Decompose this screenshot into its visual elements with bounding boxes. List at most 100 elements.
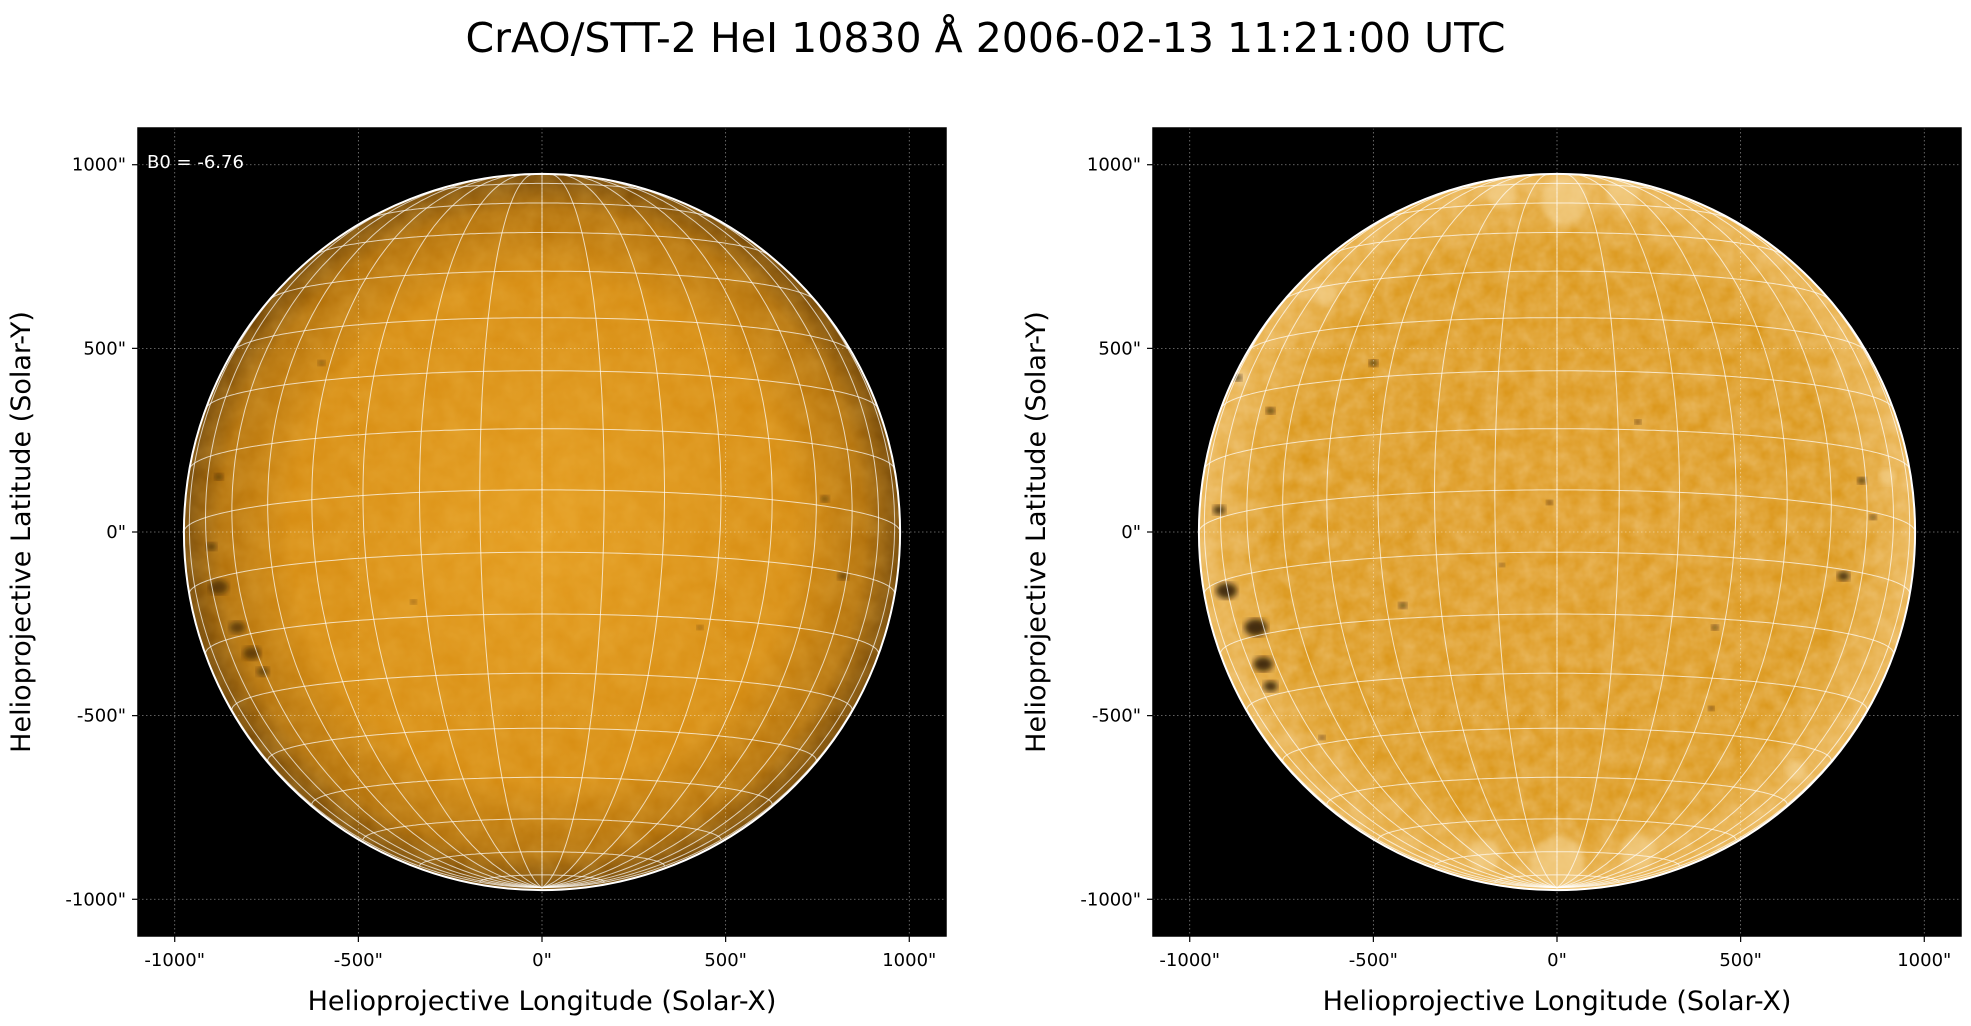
x-tick-label: -1000" xyxy=(1159,950,1220,971)
y-axis-label: Helioprojective Latitude (Solar-Y) xyxy=(6,311,37,753)
meridian-line xyxy=(188,236,543,889)
plot-area xyxy=(1153,128,1961,936)
dark-filament xyxy=(1634,419,1641,425)
meridian-line xyxy=(1326,175,1558,889)
parallel-line xyxy=(1441,182,1673,194)
dark-filament xyxy=(243,646,261,660)
y-tick-label: 1000" xyxy=(72,155,126,176)
meridian-line xyxy=(541,173,665,889)
meridian-line xyxy=(1556,177,1832,889)
parallel-line xyxy=(1220,370,1894,409)
parallel-line xyxy=(1283,270,1831,301)
parallel-line xyxy=(1381,202,1733,221)
meridian-line xyxy=(1556,174,1737,889)
parallel-line xyxy=(183,489,901,533)
y-tick-label: -500" xyxy=(77,706,126,727)
dark-filament xyxy=(820,495,830,503)
meridian-line xyxy=(1556,236,1911,889)
bright-region xyxy=(1879,468,1896,486)
dark-filament xyxy=(410,599,417,605)
dark-filament xyxy=(1215,582,1238,599)
meridian-line xyxy=(1556,175,1788,889)
x-tick-label: 500" xyxy=(704,950,747,971)
x-tick-label: 0" xyxy=(1547,950,1567,971)
solar-limb xyxy=(1197,172,1917,892)
parallel-line xyxy=(419,851,665,867)
parallel-line xyxy=(426,182,658,194)
meridian-line xyxy=(311,175,543,889)
y-tick-label: -500" xyxy=(1092,706,1141,727)
meridian-line xyxy=(362,174,543,889)
dark-filament xyxy=(214,473,224,481)
figure-title: CrAO/STT-2 HeI 10830 Å 2006-02-13 11:21:… xyxy=(465,14,1506,62)
y-axis-label: Helioprojective Latitude (Solar-Y) xyxy=(1021,311,1052,753)
parallel-line xyxy=(1198,489,1916,533)
dark-filament xyxy=(206,542,217,551)
dark-filament xyxy=(1266,407,1275,415)
dark-filament xyxy=(209,579,229,595)
meridian-line xyxy=(419,173,543,889)
bright-region xyxy=(1540,177,1588,225)
parallel-line xyxy=(1377,818,1737,840)
x-tick-label: -1000" xyxy=(144,950,205,971)
parallel-line xyxy=(1220,613,1894,654)
meridian-line xyxy=(1377,174,1558,889)
meridian-line xyxy=(541,236,896,889)
parallel-line xyxy=(479,874,605,883)
dark-filament xyxy=(696,625,704,630)
bright-region xyxy=(1467,838,1500,872)
meridian-line xyxy=(541,173,605,889)
parallel-line xyxy=(1247,317,1867,352)
meridian-line xyxy=(1434,173,1558,889)
x-tick-label: -500" xyxy=(334,950,383,971)
dark-filament xyxy=(256,666,270,677)
meridian-line xyxy=(1556,173,1620,889)
y-tick-label: 500" xyxy=(83,338,126,359)
dark-filament xyxy=(1546,500,1553,505)
right-panel: -1000" -500" 0" 500" 1000" 1000" 500" 0" -500" -1… xyxy=(1021,127,1962,1017)
y-tick-label: 1000" xyxy=(1087,155,1141,176)
dark-filament xyxy=(1711,624,1719,631)
x-axis-label: Helioprojective Longitude (Solar-X) xyxy=(308,986,777,1017)
meridian-line xyxy=(541,175,773,889)
parallel-line xyxy=(1434,851,1680,867)
solar-limb xyxy=(182,172,902,892)
b0-annotation: B0 = -6.76 xyxy=(147,152,244,173)
parallel-line xyxy=(1494,874,1620,883)
x-tick-label: 1000" xyxy=(1897,950,1951,971)
meridian-line xyxy=(541,174,722,889)
dark-filament xyxy=(1318,735,1326,740)
plot-area xyxy=(138,128,946,936)
y-tick-label: 0" xyxy=(106,522,126,543)
parallel-line xyxy=(205,370,879,409)
parallel-line xyxy=(268,270,816,301)
parallel-line xyxy=(362,818,722,840)
dark-filament xyxy=(1869,514,1877,520)
x-tick-label: 1000" xyxy=(882,950,936,971)
dark-filament xyxy=(1857,477,1867,484)
x-tick-label: -500" xyxy=(1349,950,1398,971)
y-tick-label: 0" xyxy=(1121,522,1141,543)
dark-filament xyxy=(837,572,849,581)
dark-filament xyxy=(1837,571,1850,581)
dark-filament xyxy=(1398,602,1407,609)
dark-filament xyxy=(1244,618,1268,637)
meridian-line xyxy=(231,181,543,889)
y-tick-label: -1000" xyxy=(65,889,126,910)
meridian-line xyxy=(1246,181,1558,889)
y-tick-label: -1000" xyxy=(1080,889,1141,910)
meridian-line xyxy=(541,181,853,889)
meridian-line xyxy=(1494,173,1558,889)
parallel-line xyxy=(205,613,879,654)
meridian-line xyxy=(1282,177,1558,889)
dark-filament xyxy=(229,621,246,634)
dark-filament xyxy=(318,360,326,366)
meridian-line xyxy=(1203,236,1558,889)
x-axis-label: Helioprojective Longitude (Solar-X) xyxy=(1323,986,1792,1017)
meridian-line xyxy=(267,177,543,889)
y-tick-label: 500" xyxy=(1098,338,1141,359)
dark-filament xyxy=(1708,705,1715,711)
dark-filament xyxy=(1212,505,1226,515)
dark-filament xyxy=(1499,563,1505,568)
